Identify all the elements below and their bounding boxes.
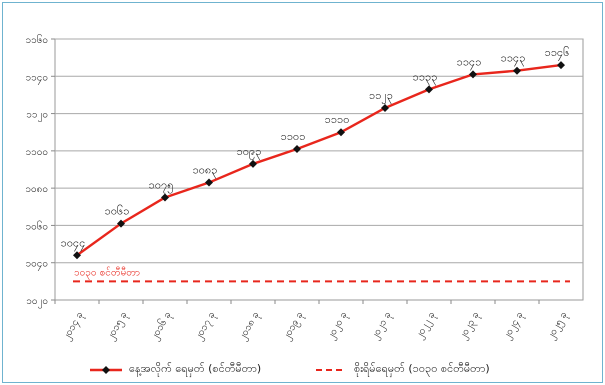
warning-level-label: ၁၀၃၀ စင်တီမီတာ [74, 265, 140, 280]
legend-dashed-line-icon [316, 369, 346, 371]
x-tick-label-11: ၂၀၂၅ ခု [545, 310, 571, 342]
x-tick-label-5: ၂၀၁၉ ခု [281, 310, 308, 343]
x-tick-label-8: ၂၀၂၂ ခု [413, 310, 439, 342]
x-tick-label-7: ၂၀၂၁ ခု [369, 310, 395, 342]
y-tick-label-4: ၁၁၀၀ [26, 147, 49, 158]
x-tick-label-4: ၂၀၁၈ ခု [237, 310, 264, 343]
y-tick-label-5: ၁၁၂၀ [26, 110, 48, 123]
y-tick-label-7: ၁၁၆၀ [26, 33, 49, 46]
x-tick-label-1: ၂၀၁၅ ခု [105, 310, 132, 343]
data-label-7: ၁၁၂၃ [369, 89, 393, 104]
data-label-1: ၁၀၆၁ [105, 205, 130, 218]
data-point-8 [425, 85, 433, 94]
legend-label-warning-level: စိုးရိမ်ရေမှတ် (၁၀၃၀ စင်တီမီတာ) [354, 362, 490, 375]
data-label-3: ၁၀၈၃ [193, 164, 218, 179]
data-point-9 [469, 70, 477, 79]
legend-line-marker-icon [90, 366, 122, 374]
x-tick-label-0: ၂၀၁၄ ခု [61, 310, 88, 343]
x-tick-label-2: ၂၀၁၆ ခု [147, 309, 175, 343]
data-point-2 [161, 193, 169, 202]
data-point-3 [205, 178, 213, 187]
x-tick-label-10: ၂၀၂၄ ခု [501, 310, 527, 342]
data-point-7 [381, 103, 389, 112]
series-line-water-level [76, 63, 562, 257]
y-tick-label-0: ၁၀၂၀ [26, 296, 48, 309]
x-tick-label-3: ၂၀၁၇ ခု [193, 310, 220, 343]
x-tick-label-6: ၂၀၂၀ ခု [325, 310, 351, 342]
data-point-0 [73, 251, 81, 260]
legend-item-water-level: နေ့အလိုက် ရေမှတ် (စင်တီမီတာ) [89, 359, 261, 381]
y-tick-label-2: ၁၀၆၀ [26, 219, 49, 232]
data-point-1 [117, 219, 125, 228]
data-point-11 [557, 61, 565, 70]
data-point-6 [337, 128, 345, 137]
legend: နေ့အလိုက် ရေမှတ် (စင်တီမီတာ) စိုးရိမ်ရေမ… [89, 359, 529, 381]
data-point-5 [293, 144, 301, 153]
data-point-4 [249, 159, 257, 168]
data-label-9: ၁၁၄၁ [457, 55, 482, 70]
x-tick-label-9: ၂၀၂၃ ခု [457, 310, 483, 342]
y-tick-label-3: ၁၀၈၀ [25, 184, 48, 195]
data-label-10: ၁၁၄၃ [501, 52, 526, 67]
data-label-6: ၁၁၁၀ [325, 113, 350, 126]
data-point-10 [513, 66, 521, 75]
y-tick-label-6: ၁၁၄၀ [26, 72, 49, 85]
data-label-2: ၁၀၇၅ [149, 178, 174, 193]
legend-item-warning-level: စိုးရိမ်ရေမှတ် (၁၀၃၀ စင်တီမီတာ) [314, 359, 490, 381]
data-label-5: ၁၁၀၁ [281, 130, 306, 143]
legend-label-water-level: နေ့အလိုက် ရေမှတ် (စင်တီမီတာ) [129, 362, 262, 375]
data-label-8: ၁၁၃၃ [413, 70, 438, 85]
data-label-0: ၁၀၄၄ [61, 236, 86, 251]
data-label-11: ၁၁၄၆ [545, 46, 570, 61]
data-label-4: ၁၀၉၃ [237, 145, 262, 160]
y-tick-label-1: ၁၀၄၀ [26, 259, 49, 272]
plot-area [54, 38, 584, 301]
